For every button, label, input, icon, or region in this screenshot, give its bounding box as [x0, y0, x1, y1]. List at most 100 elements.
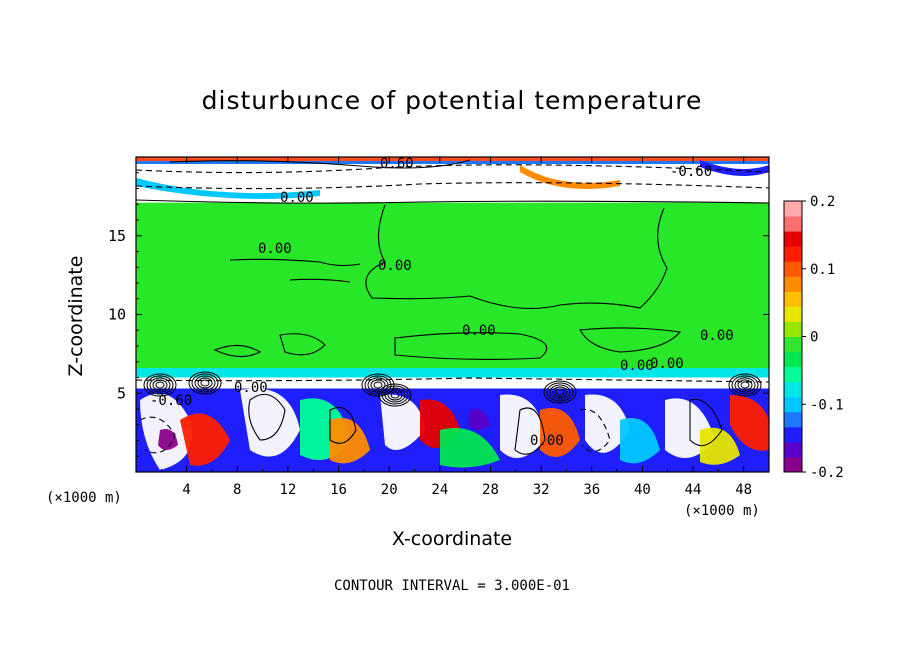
- contour-line: [136, 164, 769, 174]
- turbulence-blob: [730, 395, 769, 451]
- contour-line: [136, 377, 769, 383]
- contour-cluster: [737, 379, 753, 391]
- contour-interval-note: CONTOUR INTERVAL = 3.000E-01: [333, 578, 570, 594]
- colorbar-swatch: [784, 351, 802, 368]
- contour-line: [289, 278, 351, 283]
- turbulence-blob: [330, 418, 370, 464]
- contour-label: 0.00: [650, 356, 684, 372]
- contour-cluster: [546, 382, 574, 402]
- contour-cluster: [740, 381, 750, 389]
- upper-edge-band: [136, 157, 769, 161]
- turbulence-blob: [380, 394, 425, 450]
- contour-line: [169, 159, 471, 169]
- contour-cluster: [728, 373, 762, 397]
- inversion-band: [136, 377, 769, 389]
- contour-cluster: [555, 388, 565, 396]
- contour-line: [514, 407, 546, 455]
- colorbar-swatch: [784, 441, 802, 458]
- y-tick-label: 10: [108, 306, 126, 324]
- colorbar-swatch: [784, 336, 802, 353]
- contour-line: [279, 333, 326, 356]
- contour-cluster: [381, 385, 409, 405]
- contour-cluster: [364, 375, 392, 395]
- colorbar-swatch: [784, 216, 802, 232]
- contour-cluster: [194, 375, 216, 391]
- contour-label: -0.60: [670, 164, 712, 180]
- contour-cluster: [152, 379, 168, 391]
- y-tick-label: 15: [108, 227, 126, 245]
- colorbar-swatch: [784, 291, 802, 307]
- turbulence-blob: [158, 429, 178, 450]
- colorbar-tick-label: 0: [810, 330, 818, 346]
- contour-label: 0.00: [280, 190, 314, 206]
- contour-cluster: [191, 373, 219, 393]
- plot-area: [136, 157, 769, 472]
- contour-label: 0.00: [530, 433, 564, 449]
- contour-line: [248, 393, 286, 441]
- y-tick-label: 5: [117, 384, 126, 402]
- colorbar-swatch: [784, 246, 802, 262]
- contour-label: 0.60: [380, 156, 414, 172]
- x-tick-label: 32: [533, 482, 550, 498]
- contour-label: 0.00: [258, 241, 292, 257]
- x-tick-label: 28: [482, 482, 499, 498]
- colorbar-tick-label: -0.2: [810, 465, 844, 481]
- contour-label: 0.00: [462, 323, 496, 339]
- x-tick-label: 36: [583, 482, 600, 498]
- x-tick-label: 44: [685, 482, 702, 498]
- contour-label: 0.00: [234, 380, 268, 396]
- colorbar-swatch: [784, 231, 802, 247]
- contour-cluster: [390, 391, 400, 399]
- contour-label: 0.00: [620, 358, 654, 374]
- contour-cluster: [197, 377, 213, 389]
- contour-label: 0.00: [700, 328, 734, 344]
- contour-line: [365, 204, 668, 309]
- colorbar-swatch: [784, 456, 802, 473]
- colorbar-swatch: [784, 276, 802, 292]
- turbulence-blob: [540, 408, 580, 458]
- colorbar-swatch: [784, 426, 802, 443]
- x-tick-label: 12: [279, 482, 296, 498]
- lower-edge-band: [136, 368, 769, 378]
- contour-line: [139, 416, 176, 454]
- contour-line: [329, 406, 357, 444]
- upper-blob: [520, 165, 620, 189]
- turbulence-blob: [700, 427, 740, 465]
- contour-cluster: [188, 371, 222, 395]
- colorbar-swatch: [784, 396, 802, 413]
- colorbar-tick-label: -0.1: [810, 397, 844, 413]
- colorbar-swatch: [784, 306, 802, 322]
- contour-cluster: [384, 387, 406, 403]
- contour-line: [579, 408, 611, 452]
- colorbar-swatch: [784, 321, 802, 337]
- contour-cluster: [200, 379, 210, 387]
- turbulence-blob: [240, 388, 300, 457]
- contour-cluster: [155, 381, 165, 389]
- colorbar-swatch: [784, 411, 802, 428]
- colorbar-tick-label: 0.1: [810, 262, 835, 278]
- colorbar-swatch: [784, 261, 802, 277]
- contour-cluster: [373, 381, 383, 389]
- y-ticks: 5 10 15: [108, 172, 769, 457]
- colorbar-swatch: [784, 366, 802, 383]
- chart-title: disturbunce of potential temperature: [201, 86, 703, 115]
- contour-line: [689, 398, 723, 447]
- x-tick-label: 24: [431, 482, 448, 498]
- x-tick-label: 48: [735, 482, 752, 498]
- contour-cluster: [378, 383, 412, 407]
- contour-label: 0.00: [378, 258, 412, 274]
- colorbar-swatch: [784, 201, 802, 217]
- contour-line: [136, 199, 769, 204]
- x-unit-label-left: (×1000 m): [46, 490, 122, 506]
- x-tick-label: 16: [330, 482, 347, 498]
- turbulence-blob: [180, 413, 230, 466]
- contour-label: -0.60: [150, 393, 192, 409]
- contour-cluster: [552, 386, 568, 398]
- contour-cluster: [143, 373, 177, 397]
- contour-cluster: [370, 379, 386, 391]
- x-unit-label-right: (×1000 m): [684, 503, 760, 519]
- turbulence-blob: [585, 394, 630, 453]
- x-tick-label: 4: [182, 482, 190, 498]
